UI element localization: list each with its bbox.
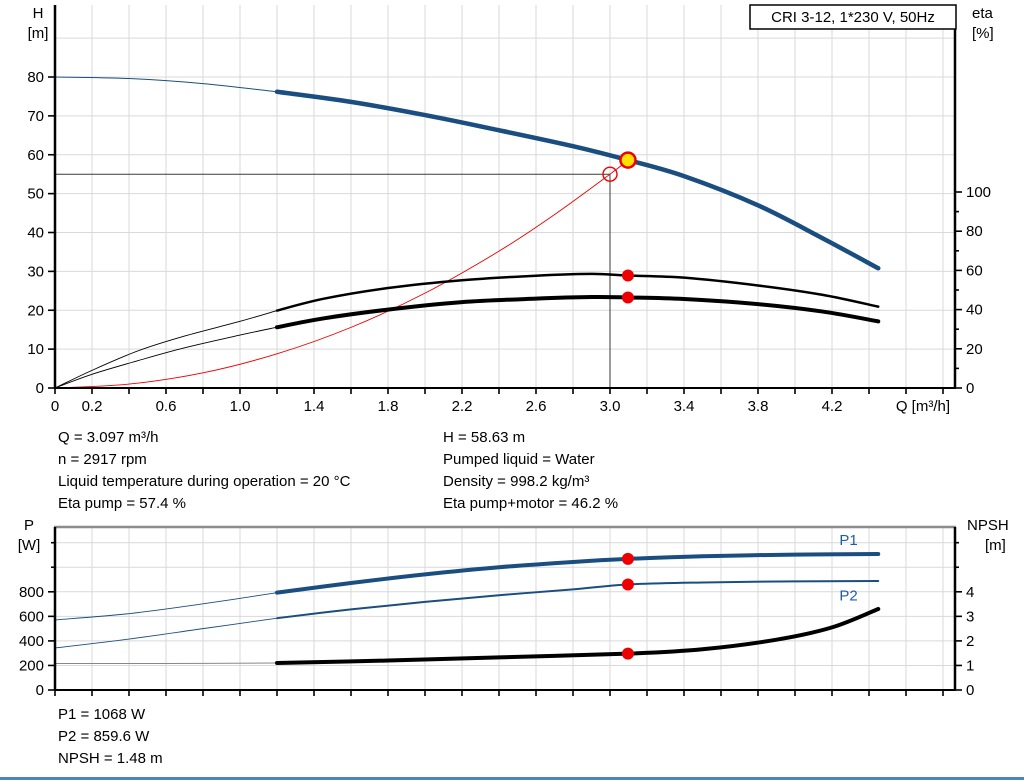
h-axis-unit: [m] xyxy=(28,25,49,42)
h-axis-tick-label: 10 xyxy=(27,341,44,358)
h-axis-tick-label: 0 xyxy=(36,380,44,397)
info-line-q: Q = 3.097 m³/h xyxy=(58,429,159,446)
duty-info-right-column: H = 58.63 m Pumped liquid = Water Densit… xyxy=(443,427,618,515)
eta-pump-motor-curve xyxy=(275,294,881,330)
curve-label-p2: P2 xyxy=(839,588,857,605)
npsh-axis-title: NPSH xyxy=(967,517,1009,534)
h-axis-tick-label: 70 xyxy=(27,108,44,125)
top-chart-x-tick-label: 4.2 xyxy=(822,398,843,415)
eta-pump-point xyxy=(621,269,634,282)
info-line-eta-pump-motor: Eta pump+motor = 46.2 % xyxy=(443,495,619,512)
info-line-temp: Liquid temperature during operation = 20… xyxy=(58,473,351,490)
top-chart-x-tick-label: 0 xyxy=(51,398,59,415)
info-line-density: Density = 998.2 kg/m³ xyxy=(443,473,590,490)
duty-info-left-column: Q = 3.097 m³/h n = 2917 rpm Liquid tempe… xyxy=(58,427,350,515)
curve-label-p1: P1 xyxy=(839,532,857,549)
q-axis-title: Q [m³/h] xyxy=(896,398,950,415)
h-axis-title: H xyxy=(33,5,44,22)
eta-pump-curve-thin xyxy=(54,310,278,389)
top-chart-x-tick-label: 0.6 xyxy=(156,398,177,415)
npsh-curve-thin xyxy=(54,662,278,665)
eta-axis-unit: [%] xyxy=(972,25,994,42)
p2-curve xyxy=(276,579,880,620)
npsh-axis-tick-label: 1 xyxy=(966,657,974,674)
pump-title-box xyxy=(749,4,957,30)
npsh-axis-tick-label: 0 xyxy=(966,682,974,699)
p-axis-tick-label: 0 xyxy=(36,682,44,699)
info-line-eta-pump: Eta pump = 57.4 % xyxy=(58,495,186,512)
eta-axis-title: eta xyxy=(972,5,994,22)
top-chart-x-tick-label: 1.0 xyxy=(230,398,251,415)
top-chart-x-tick-label: 3.0 xyxy=(600,398,621,415)
p2-curve-thin xyxy=(54,617,278,649)
p-axis-tick-label: 400 xyxy=(19,633,44,650)
eta-axis-tick-label: 100 xyxy=(966,184,991,201)
npsh-axis-unit: [m] xyxy=(985,537,1006,554)
npsh-point xyxy=(621,647,634,660)
h-axis-tick-label: 30 xyxy=(27,263,44,280)
top-chart-x-tick-label: 0.2 xyxy=(82,398,103,415)
eta-axis-tick-label: 0 xyxy=(966,380,974,397)
eta-axis-tick-label: 20 xyxy=(966,341,983,358)
pump-qh-curve xyxy=(274,89,881,271)
eta-pump-motor-point xyxy=(621,291,634,304)
npsh-curve xyxy=(275,606,881,665)
p-axis-title: P xyxy=(24,517,34,534)
p-axis-tick-label: 600 xyxy=(19,608,44,625)
p-axis-unit: [W] xyxy=(18,537,41,554)
h-axis-tick-label: 50 xyxy=(27,186,44,203)
pump-qh-curve-thin xyxy=(54,76,278,93)
duty-point xyxy=(619,151,637,169)
npsh-axis-tick-label: 4 xyxy=(966,584,974,601)
p-axis-tick-label: 800 xyxy=(19,584,44,601)
system-curve xyxy=(54,159,629,389)
p2-point xyxy=(621,578,634,591)
eta-axis-tick-label: 40 xyxy=(966,302,983,319)
npsh-axis-tick-label: 2 xyxy=(966,633,974,650)
info-line-h: H = 58.63 m xyxy=(443,429,526,446)
npsh-axis-tick-label: 3 xyxy=(966,608,974,625)
result-line-p2: P2 = 859.6 W xyxy=(58,728,150,745)
bottom-divider-line xyxy=(0,777,1024,780)
top-chart-x-tick-label: 2.2 xyxy=(452,398,473,415)
result-line-p1: P1 = 1068 W xyxy=(58,706,146,723)
h-axis-tick-label: 60 xyxy=(27,147,44,164)
top-chart-x-tick-label: 3.8 xyxy=(748,398,769,415)
top-chart-x-tick-label: 1.8 xyxy=(378,398,399,415)
pump-title-text: CRI 3-12, 1*230 V, 50Hz xyxy=(771,9,935,26)
top-chart-x-tick-label: 3.4 xyxy=(674,398,695,415)
p1-curve-thin xyxy=(54,592,278,621)
eta-axis-tick-label: 60 xyxy=(966,262,983,279)
eta-pump-motor-curve-thin xyxy=(54,326,278,389)
p-axis-tick-label: 200 xyxy=(19,657,44,674)
top-chart-x-tick-label: 2.6 xyxy=(526,398,547,415)
info-line-n: n = 2917 rpm xyxy=(58,451,147,468)
result-line-npsh: NPSH = 1.48 m xyxy=(58,750,163,767)
results-column: P1 = 1068 W P2 = 859.6 W NPSH = 1.48 m xyxy=(58,704,163,770)
eta-axis-tick-label: 80 xyxy=(966,223,983,240)
h-axis-tick-label: 20 xyxy=(27,302,44,319)
eta-pump-curve xyxy=(275,272,880,312)
p1-point xyxy=(621,552,634,565)
requested-duty-point xyxy=(602,166,618,182)
h-axis-tick-label: 80 xyxy=(27,69,44,86)
p1-curve xyxy=(275,551,881,595)
info-line-liquid: Pumped liquid = Water xyxy=(443,451,595,468)
top-chart-x-tick-label: 1.4 xyxy=(304,398,325,415)
h-axis-tick-label: 40 xyxy=(27,225,44,242)
